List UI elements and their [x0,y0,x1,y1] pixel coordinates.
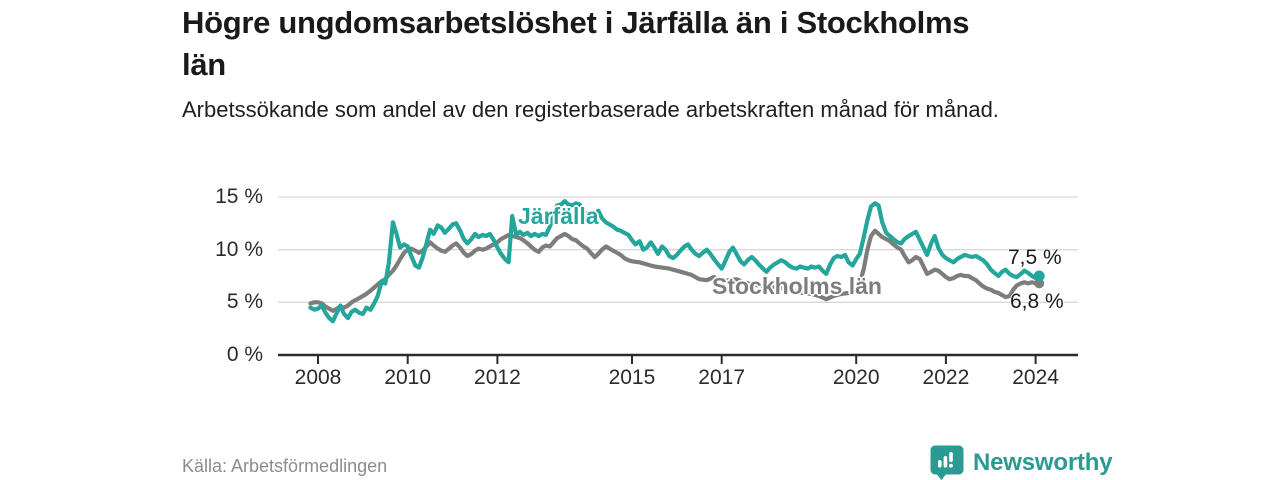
x-tick-label-2010: 2010 [384,366,432,389]
x-tick-label-2015: 2015 [608,366,656,389]
x-tick-label-2024: 2024 [1012,366,1059,389]
x-tick-label-2012: 2012 [474,366,521,389]
end-value-stockholms-lan: 6,8 % [1010,290,1064,313]
x-tick-label-2008: 2008 [294,366,342,389]
series-label-jarfalla: Järfälla [518,203,599,229]
newsworthy-logo-icon [930,445,964,480]
y-tick-label-10: 10 % [215,237,263,261]
source-note: Källa: Arbetsförmedlingen [182,456,388,476]
series-label-stockholms-lan: Stockholms län [712,273,882,299]
page-title-line-1: Högre ungdomsarbetslöshet i Järfälla än … [182,5,970,40]
x-tick-label-2020: 2020 [832,366,880,389]
x-tick-label-2022: 2022 [922,366,970,389]
y-tick-label-15: 15 % [215,185,263,208]
y-tick-label-0: 0 % [226,343,263,366]
y-tick-label-5: 5 % [226,290,263,314]
chart-subtitle: Arbetssökande som andel av den registerb… [182,97,999,122]
page-title: Högre ungdomsarbetslöshet i Järfälla än … [182,2,1142,86]
end-value-jarfalla: 7,5 % [1008,246,1062,269]
newsworthy-wordmark: Newsworthy [973,449,1113,476]
page-title-line-2: län [182,47,226,82]
x-tick-label-2017: 2017 [698,366,745,389]
newsworthy-logo: Newsworthy [930,445,1113,480]
